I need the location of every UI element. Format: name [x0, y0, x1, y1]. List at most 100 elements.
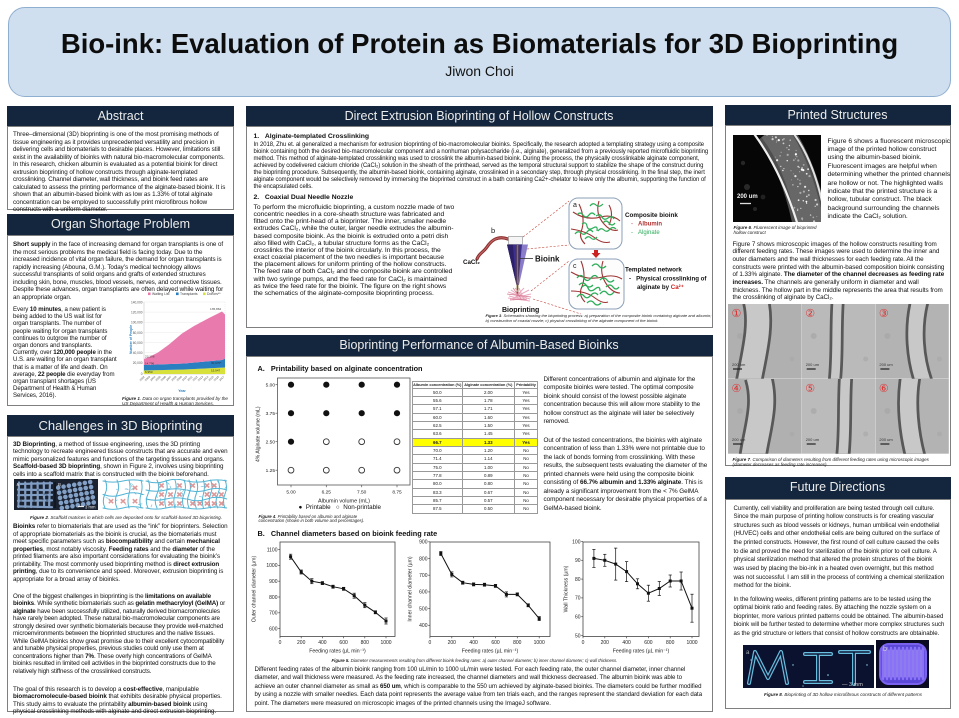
svg-text:Albumin volume (mL): Albumin volume (mL): [318, 498, 370, 504]
svg-text:30,970*: 30,970*: [211, 361, 222, 365]
svg-text:2002: 2002: [138, 375, 146, 383]
svg-text:200 um: 200 um: [732, 437, 746, 442]
svg-text:800: 800: [513, 640, 522, 646]
svg-text:400: 400: [318, 640, 327, 646]
svg-text:Feeding rates (µL min⁻¹): Feeding rates (µL min⁻¹): [309, 648, 366, 654]
svg-text:40,000: 40,000: [133, 351, 143, 355]
svg-text:4% Alginate volume (mL): 4% Alginate volume (mL): [255, 406, 261, 462]
svg-text:2006: 2006: [160, 375, 168, 383]
svg-text:0: 0: [141, 372, 143, 376]
svg-text:400: 400: [469, 640, 478, 646]
svg-text:8.75: 8.75: [392, 489, 402, 495]
svg-text:c: c: [573, 263, 577, 270]
svg-text:Donors**: Donors**: [207, 292, 221, 296]
svg-text:Number of People: Number of People: [129, 325, 133, 354]
svg-text:3 mm: 3 mm: [85, 504, 96, 509]
svg-text:23,198: 23,198: [145, 355, 155, 359]
svg-text:③: ③: [879, 308, 889, 320]
svg-text:2004: 2004: [149, 375, 157, 383]
svg-text:0: 0: [581, 640, 584, 646]
svg-text:400: 400: [622, 640, 631, 646]
svg-text:a: a: [573, 202, 577, 209]
svg-text:Inner channel diameter (µm): Inner channel diameter (µm): [407, 556, 413, 622]
svg-text:Wall Thickness (µm): Wall Thickness (µm): [563, 565, 569, 612]
svg-text:800: 800: [360, 640, 369, 646]
svg-text:60: 60: [574, 614, 580, 620]
svg-text:Feeding rates (µL min⁻¹): Feeding rates (µL min⁻¹): [612, 648, 669, 654]
svg-text:Feeding rates (µL min⁻¹): Feeding rates (µL min⁻¹): [461, 648, 518, 654]
svg-text:- Alginate: - Alginate: [631, 230, 660, 236]
svg-text:600: 600: [491, 640, 500, 646]
svg-text:800: 800: [419, 556, 428, 562]
svg-text:Outer channel diameter (µm): Outer channel diameter (µm): [251, 555, 257, 622]
svg-text:3.75: 3.75: [265, 410, 275, 416]
svg-text:2012: 2012: [191, 375, 199, 383]
svg-text:- Albumin: - Albumin: [631, 222, 662, 228]
svg-text:b: b: [883, 646, 887, 653]
svg-text:600: 600: [269, 626, 278, 632]
svg-text:2014: 2014: [202, 375, 210, 383]
svg-text:6,953: 6,953: [145, 370, 153, 374]
svg-text:⑥: ⑥: [879, 383, 889, 395]
svg-text:alginate by Ca²⁺: alginate by Ca²⁺: [637, 284, 684, 291]
svg-text:Templated network: Templated network: [625, 267, 682, 274]
svg-text:7.50: 7.50: [357, 489, 367, 495]
svg-text:Transplants: Transplants: [180, 292, 198, 296]
svg-text:5.00: 5.00: [265, 382, 275, 388]
svg-text:600: 600: [419, 589, 428, 595]
svg-text:60,000: 60,000: [133, 341, 143, 345]
svg-text:200 um: 200 um: [879, 362, 893, 367]
svg-text:2015: 2015: [207, 375, 215, 383]
svg-text:140,000: 140,000: [131, 301, 143, 305]
svg-text:1000: 1000: [266, 563, 277, 569]
svg-text:200 um: 200 um: [879, 437, 893, 442]
svg-text:Waiting List: Waiting List: [152, 292, 169, 296]
svg-text:2009: 2009: [176, 375, 184, 383]
svg-text:B: B: [58, 482, 61, 487]
svg-text:2011: 2011: [186, 375, 193, 382]
svg-text:2010: 2010: [181, 375, 189, 383]
svg-text:800: 800: [269, 594, 278, 600]
svg-text:900: 900: [419, 539, 428, 545]
svg-text:1000: 1000: [380, 640, 391, 646]
svg-text:200 um: 200 um: [806, 362, 820, 367]
svg-text:20,000: 20,000: [133, 361, 143, 365]
svg-text:①: ①: [732, 308, 742, 320]
svg-text:0: 0: [428, 640, 431, 646]
svg-text:5.00: 5.00: [286, 489, 296, 495]
svg-text:400: 400: [419, 623, 428, 629]
svg-text:200: 200: [447, 640, 456, 646]
svg-text:70: 70: [574, 595, 580, 601]
svg-text:200: 200: [297, 640, 306, 646]
svg-text:a: a: [746, 650, 750, 656]
svg-text:④: ④: [732, 383, 742, 395]
svg-text:⑤: ⑤: [805, 383, 815, 395]
svg-text:100,000: 100,000: [131, 321, 143, 325]
svg-text:Composite bioink: Composite bioink: [625, 212, 678, 219]
svg-text:— 3 mm: — 3 mm: [842, 682, 863, 688]
svg-text:15,947: 15,947: [211, 369, 221, 373]
svg-text:2.50: 2.50: [265, 439, 275, 445]
svg-text:1000: 1000: [686, 640, 697, 646]
svg-text:100: 100: [572, 539, 581, 545]
svg-text:900: 900: [269, 579, 278, 585]
svg-text:- Physical crosslinking of: - Physical crosslinking of: [629, 276, 707, 283]
svg-text:200 um: 200 um: [806, 437, 820, 442]
svg-text:1100: 1100: [266, 547, 277, 553]
svg-text:600: 600: [644, 640, 653, 646]
svg-text:0: 0: [278, 640, 281, 646]
svg-text:Year: Year: [178, 389, 186, 393]
svg-text:2016: 2016: [213, 375, 221, 383]
svg-text:Bioprinting: Bioprinting: [502, 307, 539, 314]
svg-text:500: 500: [419, 606, 428, 612]
svg-text:200: 200: [600, 640, 609, 646]
svg-text:14,796: 14,796: [145, 361, 155, 365]
svg-text:Bioink: Bioink: [535, 255, 560, 264]
svg-text:80: 80: [574, 576, 580, 582]
svg-text:1000: 1000: [533, 640, 544, 646]
svg-text:120,000: 120,000: [131, 311, 143, 315]
svg-text:2017: 2017: [218, 375, 226, 383]
svg-text:2008: 2008: [170, 375, 178, 383]
svg-text:2013: 2013: [197, 375, 205, 383]
svg-text:800: 800: [666, 640, 675, 646]
